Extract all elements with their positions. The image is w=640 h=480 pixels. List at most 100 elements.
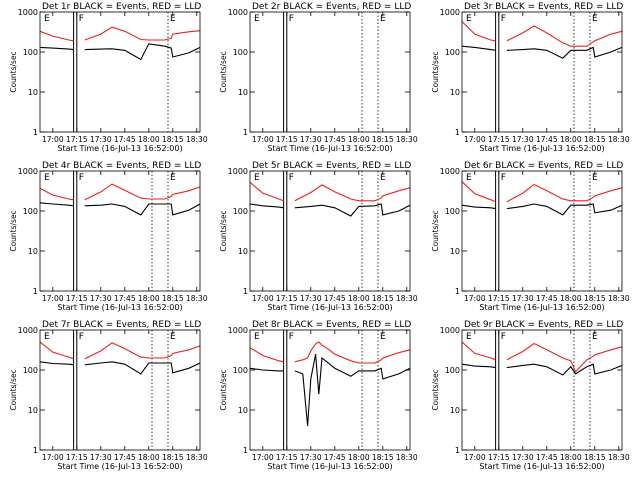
plot-frame (39, 329, 201, 451)
x-tick-label: 18:15 (372, 135, 394, 144)
series-events-line (461, 203, 623, 216)
x-tick-label: 18:00 (138, 453, 160, 462)
y-tick-label: 100 (445, 207, 460, 216)
x-tick-label: 17:00 (464, 135, 486, 144)
x-tick-label: 18:15 (162, 294, 184, 303)
chart-title: Det 5r BLACK = Events, RED = LLD (252, 161, 411, 171)
x-tick-label: 17:00 (464, 294, 486, 303)
plot-frame (461, 11, 623, 133)
x-tick-label: 17:30 (90, 294, 112, 303)
marker-f: F (289, 173, 294, 183)
x-tick-label: 17:00 (464, 453, 486, 462)
x-tick-label: 17:45 (114, 453, 136, 462)
chart-title: Det 9r BLACK = Events, RED = LLD (464, 320, 623, 330)
marker-f: F (79, 14, 84, 24)
chart-title: Det 3r BLACK = Events, RED = LLD (464, 2, 623, 12)
y-axis-label: Counts/sec (219, 210, 228, 251)
x-tick-label: 17:30 (90, 453, 112, 462)
plot-frame (249, 170, 411, 292)
x-tick-label: 17:30 (300, 294, 322, 303)
y-tick-label: 1000 (440, 167, 460, 176)
series-lld-line (39, 26, 201, 42)
y-axis-label: Counts/sec (219, 369, 228, 410)
y-axis-label: Counts/sec (9, 369, 18, 410)
marker-e: E (380, 14, 386, 24)
x-tick-label: 17:30 (300, 135, 322, 144)
series-lld-line (461, 181, 623, 203)
marker-e: E (254, 332, 260, 342)
y-tick-label: 1 (243, 287, 248, 296)
x-tick-label: 17:15 (276, 294, 298, 303)
x-tick-label: 18:00 (138, 294, 160, 303)
x-tick-label: 18:30 (608, 294, 630, 303)
chart-panel-3: Det 3r BLACK = Events, RED = LLD 1 10 100 10… (431, 2, 630, 153)
x-tick-label: 17:30 (512, 453, 534, 462)
marker-e: E (170, 332, 176, 342)
y-tick-label: 10 (450, 406, 460, 415)
y-tick-label: 1000 (18, 8, 38, 17)
marker-f: F (289, 14, 294, 24)
x-tick-label: 17:15 (66, 294, 88, 303)
x-tick-label: 17:45 (324, 294, 346, 303)
y-tick-label: 1 (33, 287, 38, 296)
x-axis-label: Start Time (16-Jul-13 16:52:00) (479, 303, 604, 312)
x-tick-label: 17:00 (252, 453, 274, 462)
y-tick-label: 10 (238, 88, 248, 97)
x-tick-label: 18:15 (162, 135, 184, 144)
series-lld-line (461, 341, 623, 373)
x-axis-label: Start Time (16-Jul-13 16:52:00) (479, 144, 604, 153)
marker-e: E (254, 173, 260, 183)
x-tick-label: 17:00 (42, 453, 64, 462)
x-tick-label: 17:45 (114, 135, 136, 144)
series-events-line (249, 203, 411, 217)
y-tick-label: 10 (238, 406, 248, 415)
plot-frame (39, 170, 201, 292)
x-tick-label: 18:15 (372, 453, 394, 462)
chart-title: Det 4r BLACK = Events, RED = LLD (42, 161, 201, 171)
marker-e: E (380, 173, 386, 183)
x-tick-label: 17:45 (324, 135, 346, 144)
marker-e: E (44, 173, 50, 183)
x-tick-label: 17:00 (252, 294, 274, 303)
x-tick-label: 18:30 (396, 135, 418, 144)
y-tick-label: 1 (33, 446, 38, 455)
x-tick-label: 17:15 (488, 135, 510, 144)
x-axis-label: Start Time (16-Jul-13 16:52:00) (267, 462, 392, 471)
y-tick-label: 1 (243, 128, 248, 137)
x-axis-label: Start Time (16-Jul-13 16:52:00) (57, 144, 182, 153)
y-tick-label: 1000 (440, 326, 460, 335)
y-tick-label: 100 (233, 48, 248, 57)
x-tick-label: 18:00 (348, 453, 370, 462)
y-tick-label: 100 (23, 207, 38, 216)
y-tick-label: 100 (445, 366, 460, 375)
y-axis-label: Counts/sec (431, 369, 440, 410)
series-events-line (39, 361, 201, 375)
marker-f: F (79, 332, 84, 342)
chart-panel-7: Det 7r BLACK = Events, RED = LLD 1 10 100 10… (9, 320, 208, 471)
y-tick-label: 10 (450, 247, 460, 256)
x-axis-label: Start Time (16-Jul-13 16:52:00) (267, 303, 392, 312)
marker-f: F (501, 332, 506, 342)
chart-panel-5: Det 5r BLACK = Events, RED = LLD 1 10 100 10… (219, 161, 418, 312)
x-tick-label: 17:30 (512, 294, 534, 303)
x-tick-label: 18:00 (348, 294, 370, 303)
y-tick-label: 100 (23, 48, 38, 57)
chart-panel-6: Det 6r BLACK = Events, RED = LLD 1 10 100 10… (431, 161, 630, 312)
y-tick-label: 1000 (228, 167, 248, 176)
y-tick-label: 100 (233, 207, 248, 216)
x-tick-label: 17:15 (66, 135, 88, 144)
series-lld-line (39, 183, 201, 201)
x-axis-label: Start Time (16-Jul-13 16:52:00) (479, 462, 604, 471)
x-tick-label: 18:15 (584, 453, 606, 462)
x-tick-label: 18:15 (584, 135, 606, 144)
marker-e: E (380, 332, 386, 342)
series-events-line (461, 45, 623, 59)
marker-e: E (592, 14, 598, 24)
series-lld-line (461, 21, 623, 47)
x-tick-label: 17:15 (276, 453, 298, 462)
marker-f: F (79, 173, 84, 183)
x-tick-label: 17:15 (66, 453, 88, 462)
y-tick-label: 1000 (18, 326, 38, 335)
y-tick-label: 10 (238, 247, 248, 256)
plot-frame (39, 11, 201, 133)
